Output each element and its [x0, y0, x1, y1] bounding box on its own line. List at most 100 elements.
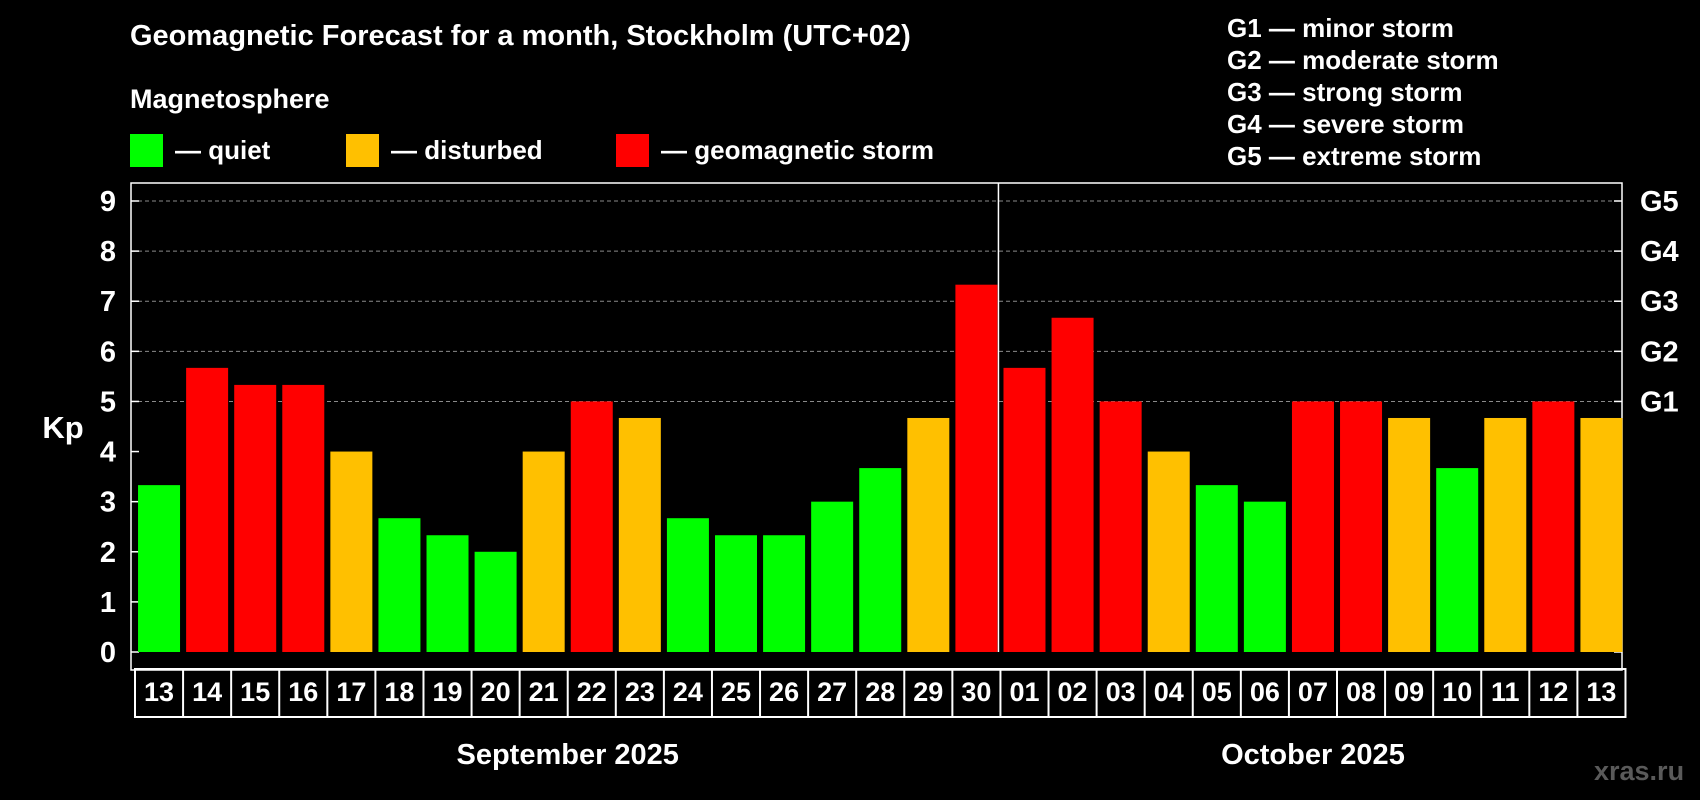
x-tick-label-9: 21 [529, 677, 559, 707]
x-tick-label-12: 24 [673, 677, 703, 707]
x-tick-label-26: 08 [1346, 677, 1376, 707]
right-axis-label-g2: G2 [1640, 336, 1679, 368]
x-tick-label-4: 16 [288, 677, 318, 707]
y-tick-label-0: 0 [100, 637, 116, 669]
bar-2 [186, 367, 229, 652]
legend-storm-swatch [616, 133, 649, 167]
right-axis-label-g1: G1 [1640, 386, 1679, 418]
y-tick-label-1: 1 [100, 587, 116, 619]
bar-30 [1532, 401, 1575, 652]
bar-3 [234, 384, 277, 652]
bar-5 [330, 451, 373, 652]
legend-disturbed-swatch [346, 133, 379, 167]
x-tick-label-25: 07 [1298, 677, 1328, 707]
legend-quiet-swatch [130, 133, 163, 167]
legend-quiet: — quiet [130, 133, 270, 167]
category-strip [134, 668, 1627, 718]
bar-18 [955, 284, 998, 652]
bar-21 [1099, 401, 1142, 652]
y-tick-label-6: 6 [100, 336, 116, 368]
y-tick-label-4: 4 [100, 437, 116, 469]
x-tick-label-10: 22 [577, 677, 607, 707]
right-axis-label-g3: G3 [1640, 286, 1679, 318]
y-tick-label-9: 9 [100, 186, 116, 218]
x-tick-label-15: 27 [817, 677, 847, 707]
bar-1 [138, 485, 181, 652]
storm-scale-g2: G2 — moderate storm [1227, 45, 1499, 75]
x-tick-label-8: 20 [481, 677, 511, 707]
bar-11 [618, 417, 661, 652]
storm-scale-g3: G3 — strong storm [1227, 77, 1463, 107]
y-axis-label: Kp [42, 410, 83, 445]
legend-storm: — geomagnetic storm [616, 133, 934, 167]
bar-16 [859, 468, 902, 652]
bar-22 [1147, 451, 1190, 652]
x-tick-label-31: 13 [1586, 677, 1616, 707]
chart-title: Geomagnetic Forecast for a month, Stockh… [130, 20, 911, 52]
watermark: xras.ru [1594, 756, 1685, 786]
bar-12 [666, 518, 709, 652]
x-tick-label-24: 06 [1250, 677, 1280, 707]
bar-10 [570, 401, 613, 652]
bar-19 [1003, 367, 1046, 652]
bar-13 [715, 535, 757, 652]
x-tick-label-1: 13 [144, 677, 174, 707]
x-tick-label-5: 17 [336, 677, 366, 707]
storm-scale-g1: G1 — minor storm [1227, 13, 1454, 43]
bar-6 [378, 518, 421, 652]
x-tick-label-6: 18 [384, 677, 414, 707]
x-tick-label-17: 29 [913, 677, 943, 707]
x-tick-label-16: 28 [865, 677, 895, 707]
x-tick-label-21: 03 [1106, 677, 1136, 707]
storm-scale-g4: G4 — severe storm [1227, 109, 1465, 139]
y-tick-label-7: 7 [100, 286, 116, 318]
x-tick-label-7: 19 [432, 677, 462, 707]
x-tick-label-2: 14 [192, 677, 222, 707]
bar-8 [474, 551, 517, 652]
bar-28 [1436, 468, 1479, 652]
bar-27 [1388, 417, 1431, 652]
x-tick-label-23: 05 [1202, 677, 1232, 707]
bar-26 [1340, 401, 1383, 652]
month-label-2: October 2025 [1221, 739, 1405, 771]
right-axis-label-g5: G5 [1640, 186, 1679, 218]
x-tick-label-3: 15 [240, 677, 270, 707]
x-tick-label-20: 02 [1058, 677, 1088, 707]
storm-scale-legend: G1 — minor storm G2 — moderate storm G3 … [1227, 12, 1499, 172]
y-tick-label-8: 8 [100, 236, 116, 268]
month-label-1: September 2025 [456, 739, 678, 771]
x-tick-label-18: 30 [961, 677, 991, 707]
bar-4 [282, 384, 325, 652]
bar-9 [522, 451, 565, 652]
x-tick-label-11: 23 [625, 677, 655, 707]
x-tick-label-13: 25 [721, 677, 751, 707]
x-tick-label-27: 09 [1394, 677, 1424, 707]
bar-14 [763, 535, 806, 652]
bar-29 [1484, 417, 1527, 652]
legend-storm-label: — geomagnetic storm [661, 134, 935, 165]
y-tick-label-2: 2 [100, 537, 116, 569]
bar-25 [1291, 401, 1334, 652]
magnetosphere-heading: Magnetosphere [130, 84, 330, 114]
x-tick-label-19: 01 [1009, 677, 1039, 707]
storm-scale-g5: G5 — extreme storm [1227, 141, 1482, 171]
legend-disturbed: — disturbed [346, 133, 543, 167]
bar-17 [907, 417, 950, 652]
bar-20 [1051, 317, 1094, 652]
y-tick-label-3: 3 [100, 487, 116, 519]
legend-quiet-label: — quiet [175, 134, 271, 165]
bar-31 [1580, 417, 1623, 652]
x-tick-label-29: 11 [1491, 677, 1520, 707]
legend-disturbed-label: — disturbed [391, 134, 543, 165]
x-tick-label-22: 04 [1154, 677, 1184, 707]
bar-24 [1243, 501, 1286, 652]
x-tick-label-28: 10 [1442, 677, 1472, 707]
bar-15 [811, 501, 854, 652]
x-tick-label-30: 12 [1538, 677, 1568, 707]
bar-7 [426, 535, 469, 652]
y-tick-label-5: 5 [100, 386, 116, 418]
right-axis-label-g4: G4 [1640, 236, 1679, 268]
x-tick-label-14: 26 [769, 677, 799, 707]
bar-23 [1195, 485, 1238, 652]
